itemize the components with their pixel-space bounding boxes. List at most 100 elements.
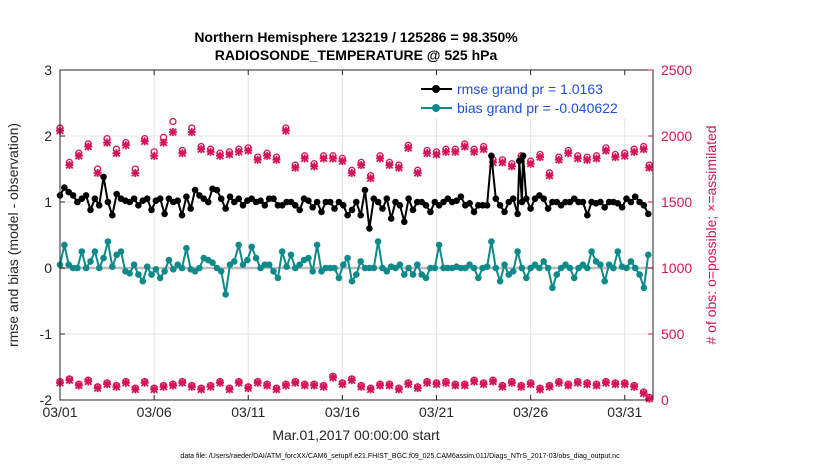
obs-assimilated-marker [187, 128, 196, 137]
obs-assimilated-marker [112, 382, 121, 391]
obs-assimilated-marker [272, 155, 281, 164]
obs-assimilated-marker [74, 381, 83, 390]
obs-assimilated-marker [347, 168, 356, 177]
rmse-point [483, 202, 491, 209]
bias-point [601, 277, 608, 285]
y-right-tick-label: 2500 [661, 62, 692, 78]
rmse-point [344, 211, 351, 219]
bias-point [570, 274, 578, 282]
bias-point [217, 268, 225, 275]
bias-point [396, 261, 404, 269]
bias-point [222, 291, 229, 298]
rmse-point [645, 210, 652, 218]
obs-assimilated-marker [366, 385, 375, 394]
obs-assimilated-marker [592, 381, 601, 390]
bias-point [540, 258, 547, 265]
rmse-point [374, 198, 382, 206]
rmse-point [427, 208, 434, 216]
rmse-point [470, 208, 478, 216]
obs-assimilated-marker [385, 381, 394, 390]
rmse-point [113, 190, 120, 198]
bias-point [91, 248, 99, 255]
rmse-point [496, 202, 504, 209]
obs-assimilated-marker [225, 150, 234, 159]
obs-assimilated-marker [460, 142, 469, 151]
rmse-point [361, 186, 369, 194]
obs-assimilated-marker [451, 147, 460, 156]
rmse-point [353, 198, 360, 206]
bias-point [148, 271, 155, 278]
rmse-point [296, 206, 304, 214]
rmse-point [597, 198, 604, 206]
obs-assimilated-marker [404, 143, 413, 152]
bias-point [95, 264, 103, 272]
obs-assimilated-marker [178, 378, 187, 387]
bias-point [100, 254, 107, 262]
rmse-point [95, 202, 103, 209]
bias-point [135, 271, 142, 278]
obs-assimilated-marker [140, 378, 149, 387]
bias-point [383, 268, 391, 275]
rmse-point [326, 198, 334, 206]
bias-point [584, 264, 591, 272]
rmse-point [100, 173, 107, 181]
rmse-point [261, 202, 269, 209]
obs-assimilated-marker [131, 385, 140, 394]
obs-assimilated-marker [112, 149, 121, 158]
rmse-point [501, 208, 508, 216]
bias-point [244, 256, 251, 264]
rmse-point [601, 204, 608, 211]
y-right-tick-label: 1000 [661, 260, 692, 276]
obs-assimilated-marker [526, 159, 535, 168]
rmse-point [401, 218, 408, 226]
bias-point [278, 248, 286, 255]
obs-assimilated-marker [84, 142, 93, 151]
obs-assimilated-marker [140, 137, 149, 146]
rmse-point [387, 215, 395, 222]
obs-assimilated-marker [470, 377, 479, 386]
legend-rmse-marker [432, 85, 440, 93]
obs-assimilated-marker [460, 381, 469, 390]
rmse-point [516, 157, 523, 165]
bias-point [183, 244, 190, 252]
bias-point [509, 268, 517, 275]
bias-point [353, 271, 360, 278]
rmse-point [178, 211, 186, 219]
rmse-point [457, 193, 465, 200]
obs-assimilated-marker [376, 381, 385, 390]
obs-assimilated-marker [545, 171, 554, 180]
obs-assimilated-marker [168, 381, 177, 390]
rmse-point [348, 206, 356, 214]
bias-point [170, 266, 177, 273]
rmse-point [313, 198, 321, 206]
legend-bias-label: bias grand pr = -0.040622 [457, 100, 618, 116]
bias-point [209, 259, 216, 267]
obs-assimilated-marker [630, 147, 639, 156]
bias-point [335, 274, 343, 282]
obs-assimilated-marker [526, 380, 535, 389]
bias-point [78, 248, 86, 255]
obs-assimilated-marker [545, 382, 554, 391]
obs-assimilated-marker [413, 384, 422, 393]
bias-point [235, 241, 242, 249]
obs-assimilated-marker [645, 394, 654, 403]
obs-assimilated-marker [394, 163, 403, 172]
obs-assimilated-marker [93, 168, 102, 177]
rmse-point [174, 197, 181, 204]
bias-point [536, 264, 543, 272]
obs-assimilated-marker [451, 381, 460, 390]
rmse-point [331, 205, 338, 212]
y-left-tick-label: 2 [44, 128, 52, 144]
bias-point [252, 254, 260, 262]
rmse-point [309, 204, 317, 211]
rmse-point [270, 195, 277, 202]
bias-point [470, 264, 478, 272]
obs-assimilated-marker [583, 155, 592, 164]
obs-assimilated-marker [281, 381, 290, 390]
obs-assimilated-marker [84, 377, 93, 386]
obs-assimilated-marker [357, 382, 366, 391]
bias-point [196, 264, 203, 272]
bias-point [431, 264, 439, 272]
obs-assimilated-marker [187, 382, 196, 391]
obs-assimilated-marker [441, 147, 450, 156]
